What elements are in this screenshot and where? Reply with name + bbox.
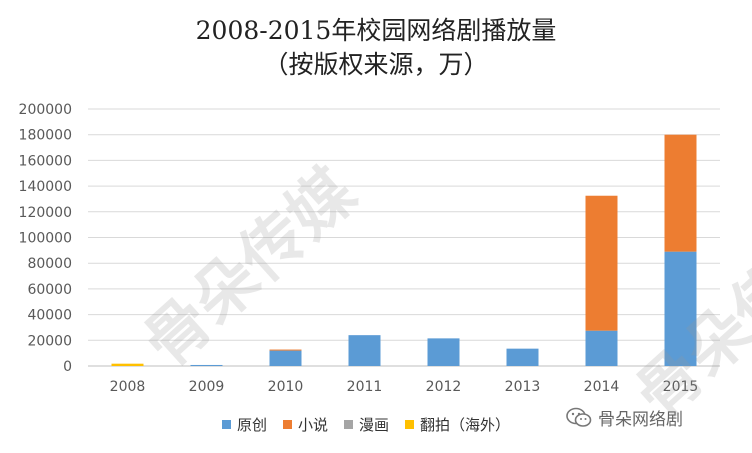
chart-plot: 0 20000 40000 60000 80000 100000 120000 140000 1… [19, 102, 720, 395]
bar-segment [111, 363, 144, 366]
legend-label: 原创 [237, 415, 268, 434]
x-tick-label: 2010 [268, 379, 304, 395]
legend-item: 小说 [283, 414, 328, 435]
y-tick-label: 180000 [19, 128, 72, 144]
y-tick-label: 60000 [27, 282, 72, 298]
y-tick-label: 200000 [19, 102, 72, 118]
bars [111, 134, 697, 366]
legend-item: 漫画 [344, 414, 389, 435]
y-tick-label: 140000 [19, 179, 72, 195]
y-tick-label: 120000 [19, 205, 72, 221]
legend-label: 翻拍（海外） [420, 415, 511, 434]
bar-segment [585, 330, 618, 366]
bar-segment [269, 350, 302, 366]
x-tick-labels: 2008 2009 2010 2011 2012 2013 2014 2015 [110, 379, 699, 395]
chart-title-line1: 2008-2015年校园网络剧播放量 [195, 16, 557, 45]
bar-segment [427, 338, 460, 366]
legend-item: 原创 [222, 414, 267, 435]
x-tick-label: 2013 [505, 379, 541, 395]
chart-title: 2008-2015年校园网络剧播放量 （按版权来源，万） [0, 14, 752, 82]
legend-swatch [405, 419, 415, 429]
y-tick-label: 0 [63, 359, 72, 375]
bar-segment [348, 335, 381, 366]
wechat-icon [566, 407, 592, 427]
gridlines [88, 108, 720, 367]
bar-segment [664, 134, 697, 252]
legend-label: 小说 [298, 415, 329, 434]
bar-segment [585, 195, 618, 331]
legend-swatch [283, 419, 293, 429]
chart-title-line2: （按版权来源，万） [263, 50, 489, 79]
bar-segment [190, 364, 223, 366]
x-tick-label: 2008 [110, 379, 146, 395]
x-tick-label: 2015 [663, 379, 699, 395]
y-tick-labels: 0 20000 40000 60000 80000 100000 120000 140000 1… [19, 102, 72, 375]
y-tick-label: 20000 [27, 333, 72, 349]
legend-label: 漫画 [359, 415, 390, 434]
source-credit: 骨朵网络剧 [566, 405, 683, 430]
bar-segment [506, 348, 539, 366]
chart-legend: 原创 小说 漫画 翻拍（海外） [222, 412, 526, 436]
y-tick-label: 40000 [27, 308, 72, 324]
x-tick-label: 2012 [426, 379, 462, 395]
legend-swatch [344, 419, 354, 429]
legend-swatch [222, 419, 231, 429]
y-tick-label: 160000 [19, 153, 72, 169]
x-tick-label: 2014 [584, 379, 620, 395]
y-tick-label: 100000 [19, 231, 72, 247]
bar-segment [664, 251, 697, 366]
source-label: 骨朵网络剧 [598, 410, 683, 430]
y-tick-label: 80000 [27, 256, 72, 272]
x-tick-label: 2009 [189, 379, 225, 395]
x-tick-label: 2011 [347, 379, 383, 395]
legend-item: 翻拍（海外） [405, 414, 510, 435]
bar-segment [269, 349, 302, 351]
